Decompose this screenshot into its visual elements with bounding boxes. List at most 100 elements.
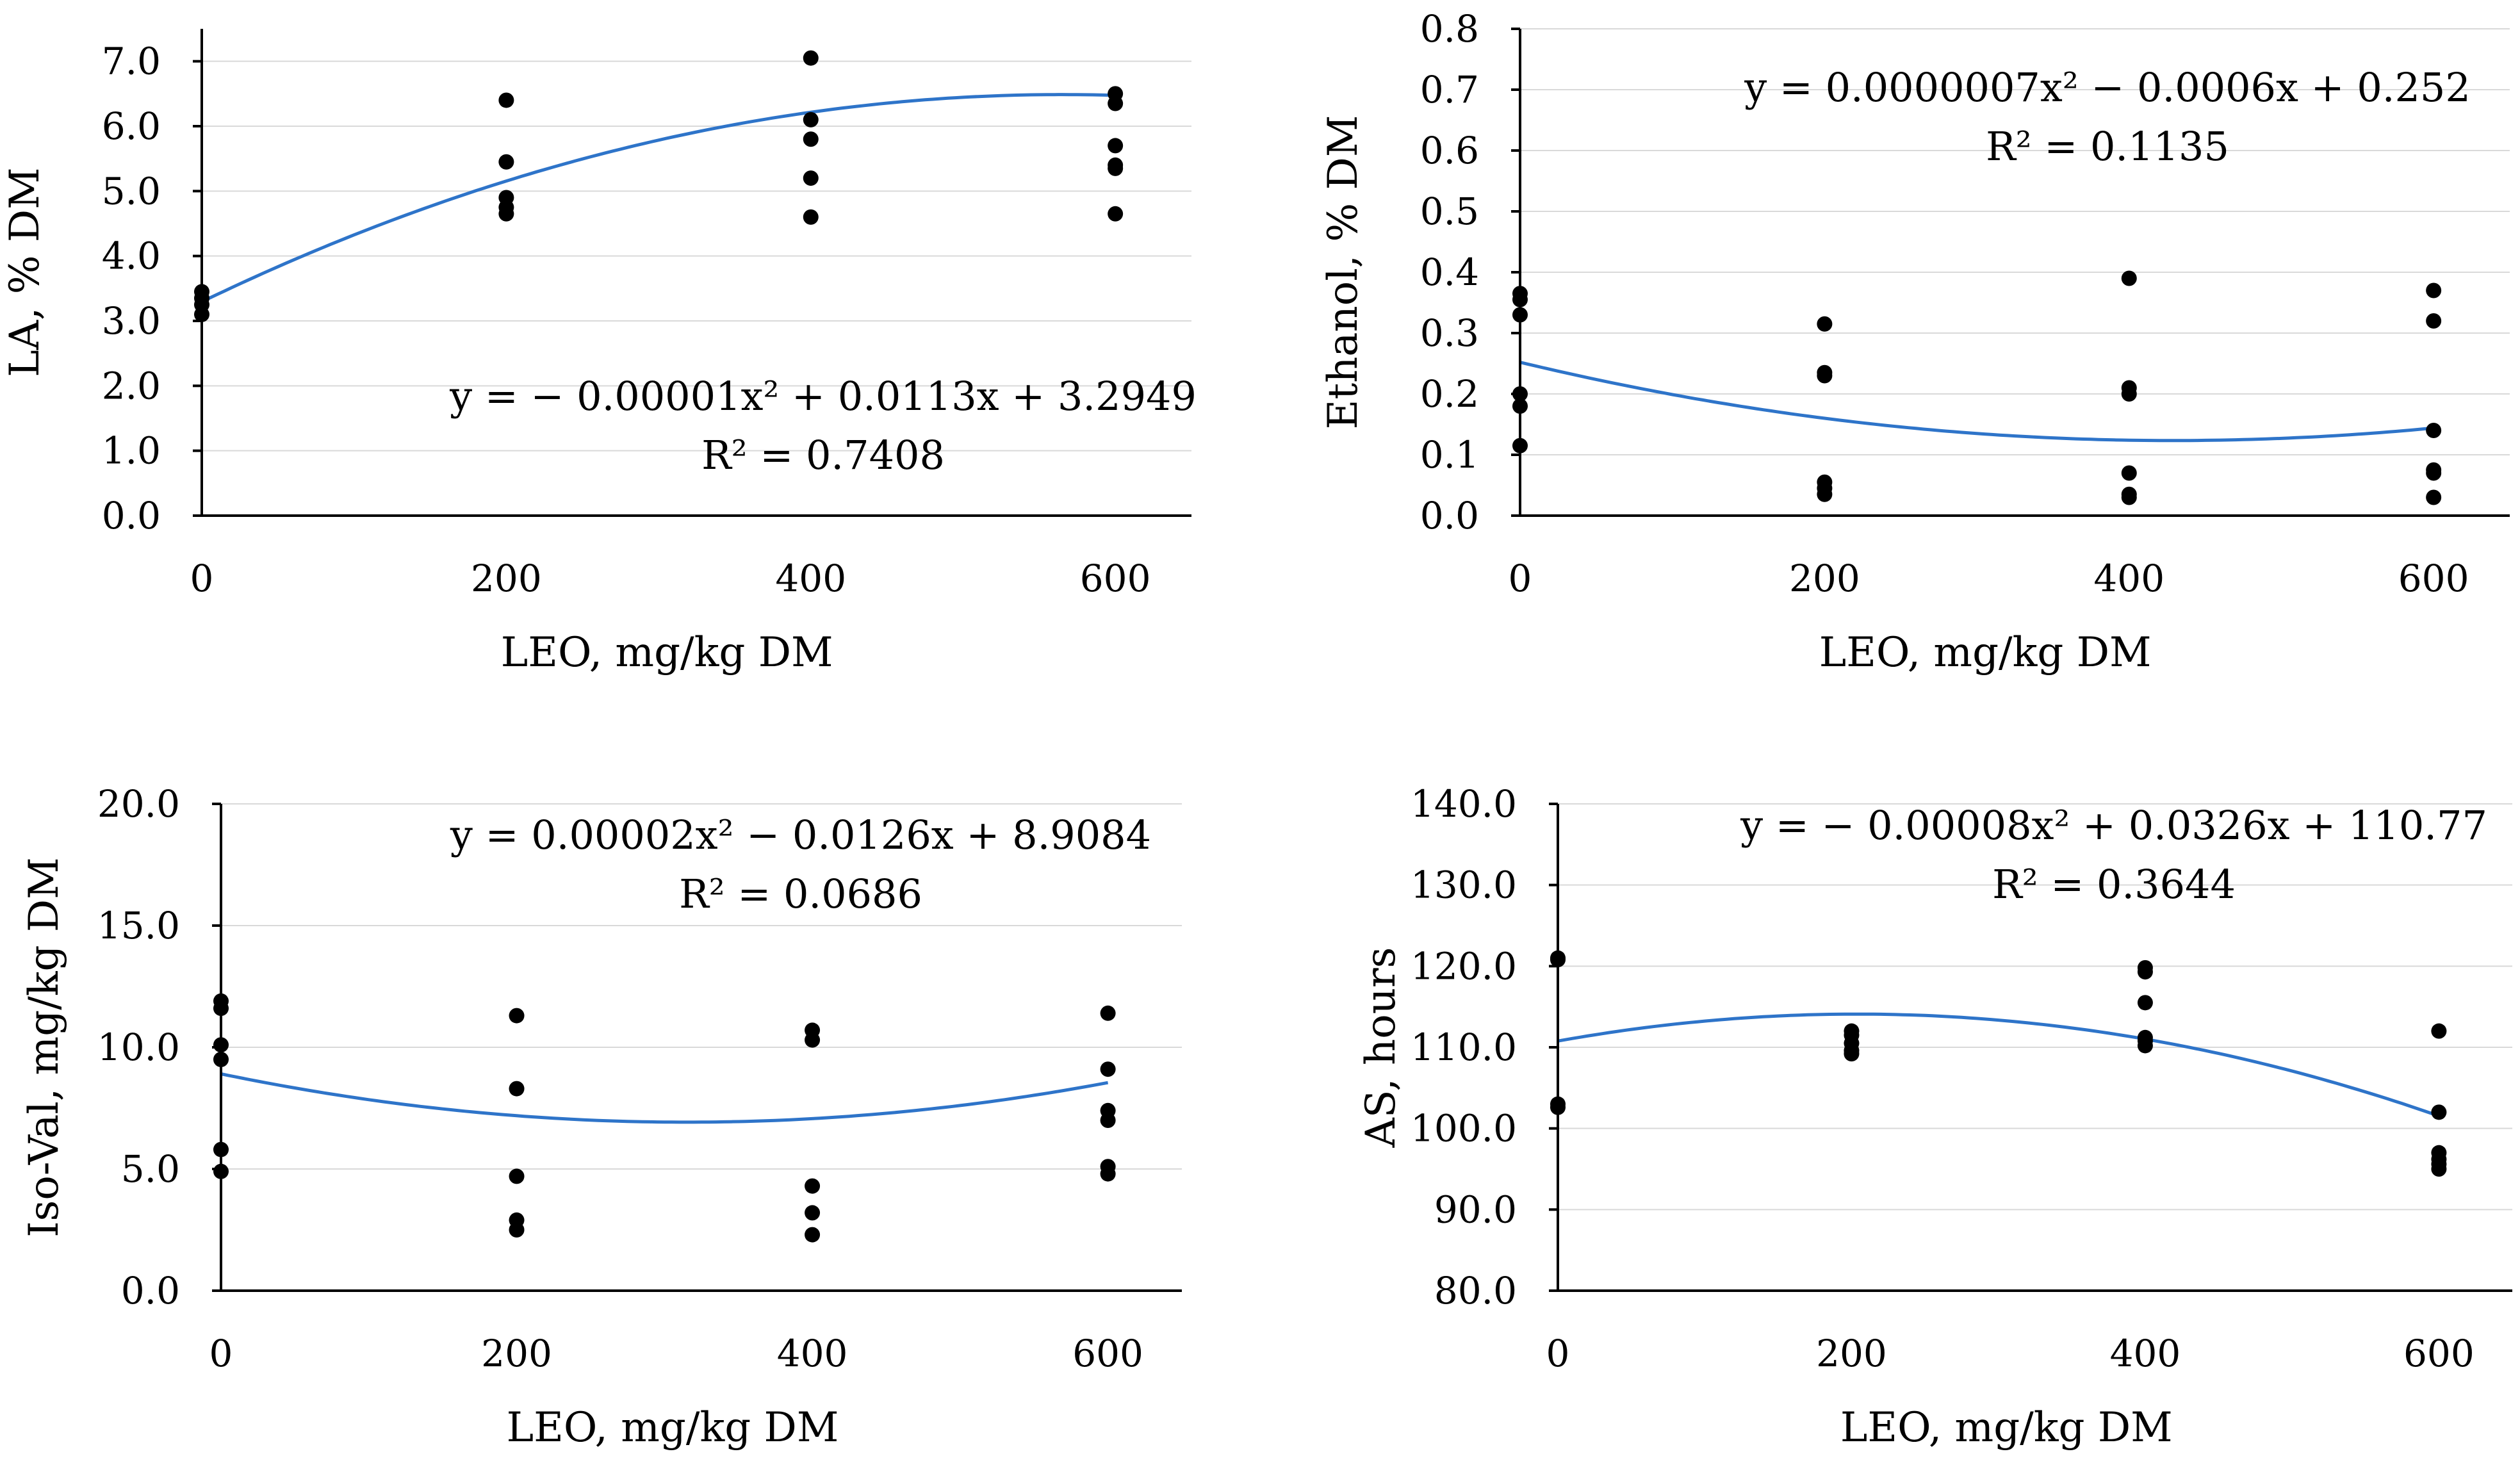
x-tick-label: 400 — [2093, 557, 2164, 600]
y-tick-label: 0.1 — [1420, 433, 1479, 477]
y-tick-label: 5.0 — [102, 169, 161, 213]
data-point — [805, 1032, 821, 1048]
y-tick-label: 3.0 — [102, 299, 161, 343]
data-point — [498, 206, 514, 222]
trendline-equation: y = 0.00002x² − 0.0126x + 8.9084 — [450, 812, 1151, 858]
trendline-equation: y = 0.0000007x² − 0.0006x + 0.252 — [1744, 64, 2471, 111]
x-axis-title: LEO, mg/kg DM — [1840, 1404, 2173, 1451]
y-tick-label: 0.7 — [1420, 68, 1479, 111]
trendline-equation: y = − 0.00008x² + 0.0326x + 110.77 — [1740, 802, 2487, 849]
axes — [1549, 803, 2512, 1292]
data-points — [1512, 270, 2442, 505]
data-point — [498, 92, 514, 108]
y-axis-title: AS, hours — [1357, 947, 1405, 1148]
y-tick-label: 0.5 — [1420, 190, 1479, 233]
trendline-group — [200, 93, 1116, 304]
r-squared-label: R² = 0.1135 — [1986, 123, 2229, 170]
data-point — [1844, 1046, 1860, 1062]
data-point — [1108, 138, 1124, 154]
data-point — [2121, 386, 2137, 402]
data-point — [803, 209, 819, 225]
grid-lines — [202, 60, 1191, 452]
data-point — [803, 50, 819, 66]
data-point — [2426, 465, 2442, 481]
y-tick-label: 130.0 — [1411, 863, 1517, 907]
x-tick-labels: 0 200 400 600 — [1546, 1332, 2475, 1375]
y-axis-title: LA, % DM — [1, 167, 49, 377]
trendline-group — [220, 1072, 1109, 1124]
trendline-group — [1519, 361, 2434, 443]
data-point — [2137, 1038, 2153, 1054]
x-tick-label: 0 — [1509, 557, 1532, 600]
x-tick-labels: 0 200 400 600 — [209, 1332, 1143, 1375]
y-tick-label: 0.0 — [121, 1269, 180, 1312]
data-point — [2121, 270, 2137, 286]
data-point — [805, 1227, 821, 1243]
data-point — [2121, 465, 2137, 481]
y-tick-labels: 80.0 90.0 100.0 110.0 120.0 130.0 140.0 — [1411, 782, 1517, 1312]
trendline-group — [1557, 1012, 2440, 1118]
data-points — [213, 993, 1116, 1243]
data-point — [803, 111, 819, 127]
x-tick-label: 600 — [1080, 557, 1151, 600]
y-tick-label: 15.0 — [97, 904, 180, 947]
x-axis-title: LEO, mg/kg DM — [1819, 629, 2152, 676]
data-point — [1100, 1113, 1116, 1128]
y-axis-title: Iso-Val, mg/kg DM — [20, 857, 68, 1237]
data-point — [1817, 486, 1833, 502]
x-tick-label: 0 — [209, 1332, 233, 1375]
trendline — [220, 1072, 1109, 1124]
data-point — [2137, 964, 2153, 980]
y-tick-label: 7.0 — [102, 40, 161, 83]
grid-lines — [221, 803, 1182, 1170]
y-tick-label: 0.4 — [1420, 250, 1479, 294]
data-point — [2426, 282, 2442, 298]
data-point — [1100, 1166, 1116, 1182]
y-tick-label: 120.0 — [1411, 944, 1517, 988]
x-tick-label: 200 — [471, 557, 542, 600]
y-tick-label: 6.0 — [102, 104, 161, 148]
y-tick-label: 0.2 — [1420, 372, 1479, 416]
trendline-equation: y = − 0.00001x² + 0.0113x + 3.2949 — [449, 373, 1197, 420]
data-point — [1817, 316, 1833, 332]
data-point — [2431, 1023, 2447, 1039]
data-point — [2426, 313, 2442, 329]
data-points — [194, 50, 1124, 322]
y-tick-label: 4.0 — [102, 234, 161, 278]
y-tick-label: 90.0 — [1434, 1188, 1517, 1231]
x-axis-title: LEO, mg/kg DM — [501, 629, 833, 676]
y-tick-label: 0.8 — [1420, 7, 1479, 51]
y-tick-label: 100.0 — [1411, 1107, 1517, 1150]
data-point — [2426, 423, 2442, 438]
axes — [1511, 28, 2510, 517]
chart-panel-iso-val: 0 200 400 600 0.0 5.0 10.0 15.0 20.0 LEO, mg/kg… — [20, 782, 1182, 1451]
data-points — [1550, 950, 2447, 1177]
grid-lines — [1558, 803, 2512, 1211]
axes — [212, 803, 1182, 1292]
y-tick-label: 1.0 — [102, 429, 161, 473]
data-point — [1108, 160, 1124, 176]
data-point — [509, 1081, 525, 1097]
x-tick-label: 200 — [481, 1332, 552, 1375]
y-tick-label: 0.0 — [102, 494, 161, 537]
trendline — [1519, 361, 2434, 443]
y-tick-label: 2.0 — [102, 364, 161, 407]
trendline — [1557, 1012, 2440, 1118]
x-tick-labels: 0 200 400 600 — [1509, 557, 2469, 600]
y-tick-label: 10.0 — [97, 1026, 180, 1069]
x-tick-label: 600 — [2403, 1332, 2475, 1375]
x-tick-label: 400 — [2110, 1332, 2181, 1375]
trendline — [200, 93, 1116, 304]
x-tick-label: 200 — [1789, 557, 1860, 600]
data-point — [2121, 489, 2137, 505]
axes — [193, 29, 1191, 517]
y-tick-label: 0.0 — [1420, 494, 1479, 537]
y-tick-label: 140.0 — [1411, 782, 1517, 826]
x-tick-labels: 0 200 400 600 — [190, 557, 1151, 600]
y-tick-labels: 0.0 1.0 2.0 3.0 4.0 5.0 6.0 7.0 — [102, 40, 161, 537]
grid-lines — [1520, 28, 2510, 455]
data-point — [803, 170, 819, 186]
y-axis-title: Ethanol, % DM — [1320, 115, 1367, 430]
r-squared-label: R² = 0.7408 — [701, 432, 945, 478]
